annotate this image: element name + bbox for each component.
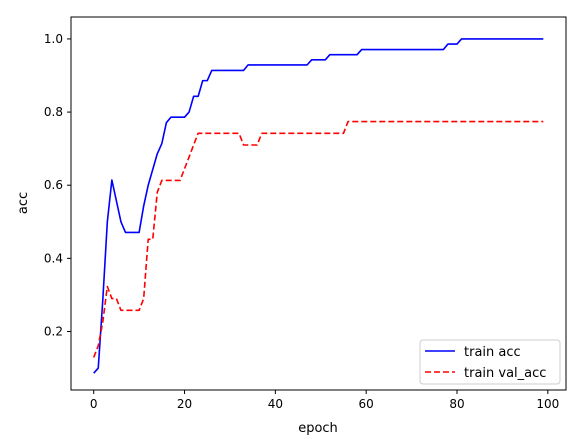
plot-frame <box>70 16 567 391</box>
x-tick-label: 80 <box>449 397 464 411</box>
y-tick-label: 1.0 <box>44 32 63 46</box>
series-line-train-acc <box>93 38 544 374</box>
y-axis-label: acc <box>16 192 31 214</box>
x-tick-label: 60 <box>359 397 374 411</box>
series-layer <box>92 38 544 374</box>
x-tick-label: 40 <box>268 397 283 411</box>
series-line-train-val-acc <box>92 120 544 358</box>
x-tick-label: 0 <box>90 397 98 411</box>
x-tick-label: 20 <box>177 397 192 411</box>
legend-label-train-val-acc: train val_acc <box>464 366 546 381</box>
y-tick-label: 0.8 <box>44 105 63 119</box>
x-axis-ticks: 0 20 40 60 80 100 <box>90 390 559 411</box>
legend: train acc train val_acc <box>419 339 561 385</box>
y-axis-ticks: 0.2 0.4 0.6 0.8 1.0 <box>44 32 71 338</box>
y-tick-label: 0.2 <box>44 324 63 338</box>
y-tick-label: 0.6 <box>44 178 63 192</box>
x-axis-label: epoch <box>298 421 338 436</box>
y-tick-label: 0.4 <box>44 251 63 265</box>
x-tick-label: 100 <box>536 397 559 411</box>
legend-label-train-acc: train acc <box>464 345 521 360</box>
